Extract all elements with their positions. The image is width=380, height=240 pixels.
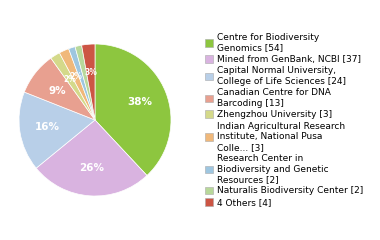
Wedge shape — [51, 53, 95, 120]
Wedge shape — [69, 47, 95, 120]
Text: 2%: 2% — [63, 75, 76, 84]
Text: 9%: 9% — [49, 85, 66, 96]
Wedge shape — [75, 45, 95, 120]
Wedge shape — [59, 49, 95, 120]
Text: 26%: 26% — [79, 163, 105, 173]
Wedge shape — [36, 120, 147, 196]
Text: 2%: 2% — [69, 72, 82, 81]
Wedge shape — [24, 58, 95, 120]
Wedge shape — [95, 44, 171, 175]
Text: 38%: 38% — [127, 97, 152, 108]
Wedge shape — [19, 92, 95, 168]
Text: 16%: 16% — [35, 122, 60, 132]
Wedge shape — [82, 44, 95, 120]
Text: 3%: 3% — [84, 68, 97, 77]
Legend: Centre for Biodiversity
Genomics [54], Mined from GenBank, NCBI [37], Capital No: Centre for Biodiversity Genomics [54], M… — [205, 33, 363, 207]
